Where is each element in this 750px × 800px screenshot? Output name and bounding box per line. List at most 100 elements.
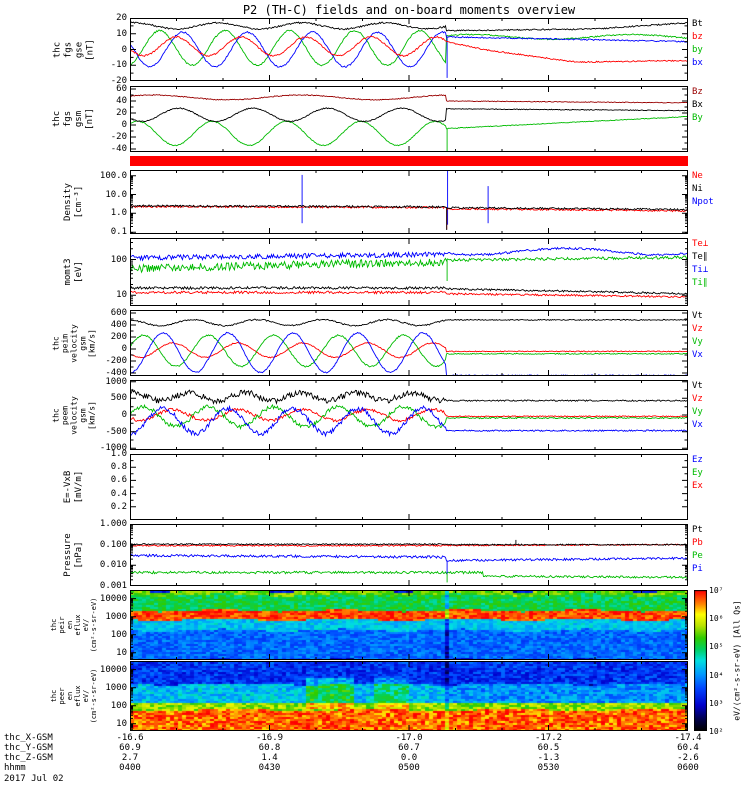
colorbar-unit-label: eV/(cm²-s-sr-eV) [All Qs]	[732, 600, 742, 721]
y-tick-label-p1-2: 0	[121, 44, 127, 55]
y-tick-label-p9-2: 100	[110, 629, 127, 640]
series-label-p6-Vz: Vz	[692, 394, 703, 404]
y-tick-label-p8-0: 1.000	[99, 519, 127, 529]
footer-value-0-2: -17.0	[395, 733, 423, 743]
y-tick-label-p3-1: 10.0	[105, 189, 127, 200]
panel-plot-p10	[130, 661, 688, 731]
panel-plot-p4	[130, 238, 688, 306]
footer-value-0-3: -17.2	[534, 733, 563, 743]
footer-value-1-4: 60.4	[677, 743, 699, 753]
y-tick-label-p10-0: 10000	[99, 664, 127, 675]
y-tick-label-p6-1: 500	[110, 393, 127, 404]
y-tick-label-p10-3: 10	[116, 718, 127, 729]
series-label-p6-Vx: Vx	[692, 420, 703, 430]
y-tick-label-p5-2: 200	[110, 332, 127, 342]
y-tick-label-p8-3: 0.001	[99, 581, 127, 591]
footer-row-label-1: thc_Y-GSM	[4, 743, 53, 753]
footer-value-1-1: 60.8	[258, 743, 281, 753]
series-label-p6-Vy: Vy	[692, 407, 703, 417]
colorbar-tick-label-0: 10⁷	[709, 586, 724, 595]
y-tick-label-p6-0: 1000	[105, 376, 127, 387]
colorbar-tick-label-4: 10³	[709, 698, 724, 708]
panel-plot-p8	[130, 524, 688, 586]
footer-value-0-0: -16.6	[116, 733, 144, 743]
y-tick-label-p2-3: 0	[121, 120, 127, 130]
footer-value-1-0: 60.9	[119, 743, 141, 753]
series-label-p1-bz: bz	[692, 32, 703, 42]
y-tick-label-p2-2: 20	[116, 108, 127, 118]
footer-row-label-0: thc_X-GSM	[4, 733, 53, 743]
panel-plot-p3	[130, 170, 688, 234]
y-tick-label-p8-2: 0.010	[99, 560, 127, 571]
y-tick-label-p1-3: -10	[110, 60, 127, 71]
series-label-p2-Bx: Bx	[692, 100, 703, 110]
y-tick-label-p9-3: 10	[116, 647, 127, 658]
panel-plot-p6	[130, 380, 688, 450]
series-label-p8-Pt: Pt	[692, 525, 703, 535]
ion-energy-spectrogram-canvas	[130, 590, 688, 660]
panel-left-label-p8: Pressure [nPa]	[63, 533, 84, 577]
series-label-p8-Pb: Pb	[692, 538, 703, 548]
footer-value-0-1: -16.9	[255, 733, 284, 743]
y-tick-label-p1-4: -20	[110, 76, 127, 86]
series-label-p4-Te∥: Te∥	[692, 252, 708, 262]
y-tick-label-p7-0: 1.0	[110, 449, 127, 459]
series-label-p5-Vz: Vz	[692, 324, 703, 334]
plot-title: P2 (TH-C) fields and on-board moments ov…	[242, 3, 576, 17]
colorbar-tick-label-5: 10²	[709, 727, 724, 736]
footer-value-3-1: 0430	[258, 763, 281, 773]
footer-value-1-3: 60.5	[537, 743, 560, 753]
series-label-p1-Bt: Bt	[692, 19, 703, 29]
series-label-p5-Vt: Vt	[692, 311, 703, 321]
y-tick-label-p7-2: 0.6	[110, 475, 127, 486]
y-tick-label-p4-1: 10	[116, 290, 127, 301]
panel-plot-p5	[130, 310, 688, 376]
y-tick-label-p8-1: 0.100	[99, 539, 127, 550]
footer-value-2-3: -1.3	[537, 753, 560, 763]
series-label-p2-By: By	[692, 113, 703, 123]
y-tick-label-p6-4: -1000	[99, 443, 127, 454]
footer-value-2-4: -2.6	[677, 753, 699, 763]
date-label: 2017 Jul 02	[4, 774, 64, 784]
series-label-p5-Vx: Vx	[692, 350, 703, 360]
y-tick-label-p2-4: -20	[110, 132, 127, 142]
footer-row-label-2: thc_Z-GSM	[4, 753, 53, 763]
footer-value-3-0: 0400	[119, 763, 141, 773]
y-tick-label-p10-1: 1000	[105, 682, 127, 693]
y-tick-label-p5-3: 0	[121, 344, 127, 354]
y-tick-label-p5-4: -200	[105, 356, 127, 366]
y-tick-label-p6-2: 0	[121, 410, 127, 420]
colorbar	[694, 590, 707, 731]
footer-value-3-2: 0500	[398, 763, 420, 773]
series-label-p7-Ex: Ex	[692, 481, 703, 491]
footer-value-2-0: 2.7	[121, 753, 139, 763]
series-label-p3-Npot: Npot	[692, 197, 714, 207]
y-tick-label-p5-0: 600	[110, 308, 127, 318]
y-tick-label-p3-0: 100.0	[99, 170, 127, 181]
y-tick-label-p2-1: 40	[116, 96, 127, 106]
footer-value-0-4: -17.4	[674, 733, 702, 743]
series-label-p4-Ti∥: Ti∥	[692, 278, 708, 288]
series-label-p6-Vt: Vt	[692, 381, 703, 391]
footer-value-3-4: 0600	[677, 763, 699, 773]
y-tick-label-p1-1: 10	[116, 28, 127, 39]
y-tick-label-p4-0: 100	[110, 254, 127, 265]
footer-value-1-2: 60.7	[398, 743, 420, 753]
y-tick-label-p3-2: 1.0	[110, 208, 127, 219]
y-tick-label-p5-1: 400	[110, 320, 127, 330]
footer-row-label-3: hhmm	[4, 763, 26, 773]
y-tick-label-p7-1: 0.8	[110, 462, 127, 473]
series-label-p3-Ne: Ne	[692, 171, 703, 181]
panel-plot-p7	[130, 454, 688, 520]
panel-plot-p1	[130, 18, 688, 81]
y-tick-label-p1-0: 20	[116, 13, 127, 23]
series-label-p1-bx: bx	[692, 58, 703, 68]
series-label-p4-Ti⊥: Ti⊥	[692, 265, 709, 275]
panel-plot-p9	[130, 590, 688, 660]
colorbar-tick-label-3: 10⁴	[709, 670, 724, 680]
y-tick-label-p7-3: 0.4	[110, 488, 127, 499]
series-label-p3-Ni: Ni	[692, 184, 703, 194]
series-label-p8-Pe: Pe	[692, 551, 703, 561]
series-label-p5-Vy: Vy	[692, 337, 703, 347]
